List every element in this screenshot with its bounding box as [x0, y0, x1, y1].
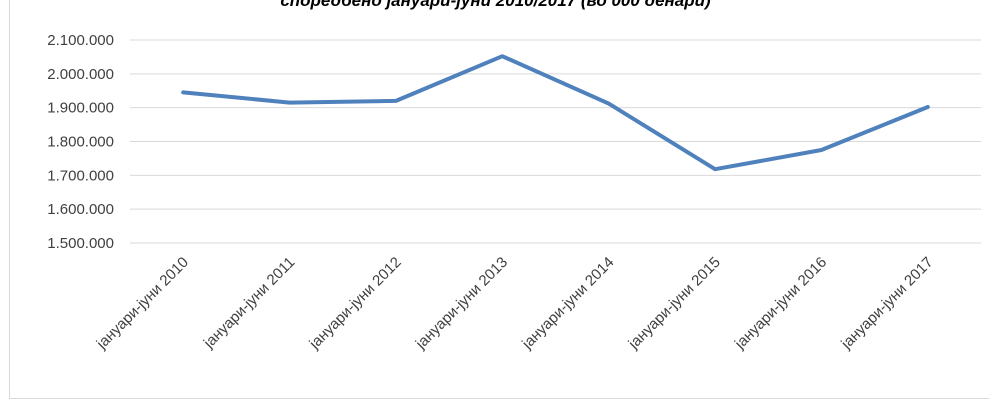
x-tick-label: јануари-јуни 2017 — [837, 254, 936, 353]
y-axis-ticks: 1.500.000 1.600.000 1.700.000 1.800.000 1.90… — [47, 32, 114, 252]
y-tick-label: 1.600.000 — [47, 201, 114, 218]
grid-lines — [130, 39, 981, 244]
series-line — [181, 54, 930, 172]
y-tick-label: 1.500.000 — [47, 235, 114, 252]
x-tick-label: јануари-јуни 2015 — [625, 254, 724, 353]
x-tick-label: јануари-јуни 2013 — [412, 254, 511, 353]
y-tick-label: 1.700.000 — [47, 167, 114, 184]
y-tick-label: 2.100.000 — [47, 32, 114, 49]
x-tick-label: јануари-јуни 2012 — [305, 254, 404, 353]
x-tick-label: јануари-јуни 2010 — [93, 254, 192, 353]
chart-frame — [9, 0, 989, 399]
y-tick-label: 1.900.000 — [47, 100, 114, 117]
x-tick-label: јануари-јуни 2016 — [731, 254, 830, 353]
y-tick-label: 1.800.000 — [47, 134, 114, 151]
series-layer — [181, 54, 930, 172]
x-axis-ticks: јануари-јуни 2010 јануари-јуни 2011 јануар… — [93, 254, 937, 353]
x-tick-label: јануари-јуни 2014 — [518, 254, 617, 353]
x-tick-label: јануари-јуни 2011 — [200, 254, 298, 352]
chart-title: споредбено јануари-јуни 2010/2017 (во 00… — [280, 0, 711, 10]
y-tick-label: 2.000.000 — [47, 66, 114, 83]
